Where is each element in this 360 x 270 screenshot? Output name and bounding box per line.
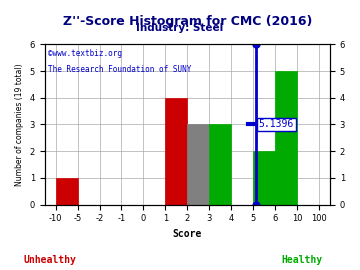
Bar (187, 124, 209, 204)
Y-axis label: Number of companies (19 total): Number of companies (19 total) (15, 63, 24, 186)
Bar (253, 151, 275, 204)
Text: The Research Foundation of SUNY: The Research Foundation of SUNY (48, 65, 191, 74)
Bar (209, 124, 231, 204)
Text: Healthy: Healthy (282, 255, 323, 265)
Text: ©www.textbiz.org: ©www.textbiz.org (48, 49, 122, 58)
Bar (275, 71, 297, 204)
Title: Z''-Score Histogram for CMC (2016): Z''-Score Histogram for CMC (2016) (63, 15, 312, 28)
Text: Unhealthy: Unhealthy (24, 255, 77, 265)
Text: Industry: Steel: Industry: Steel (136, 23, 224, 33)
Bar (165, 98, 187, 204)
X-axis label: Score: Score (172, 229, 202, 239)
Text: 5.1396: 5.1396 (259, 120, 294, 130)
Bar (56, 178, 77, 204)
